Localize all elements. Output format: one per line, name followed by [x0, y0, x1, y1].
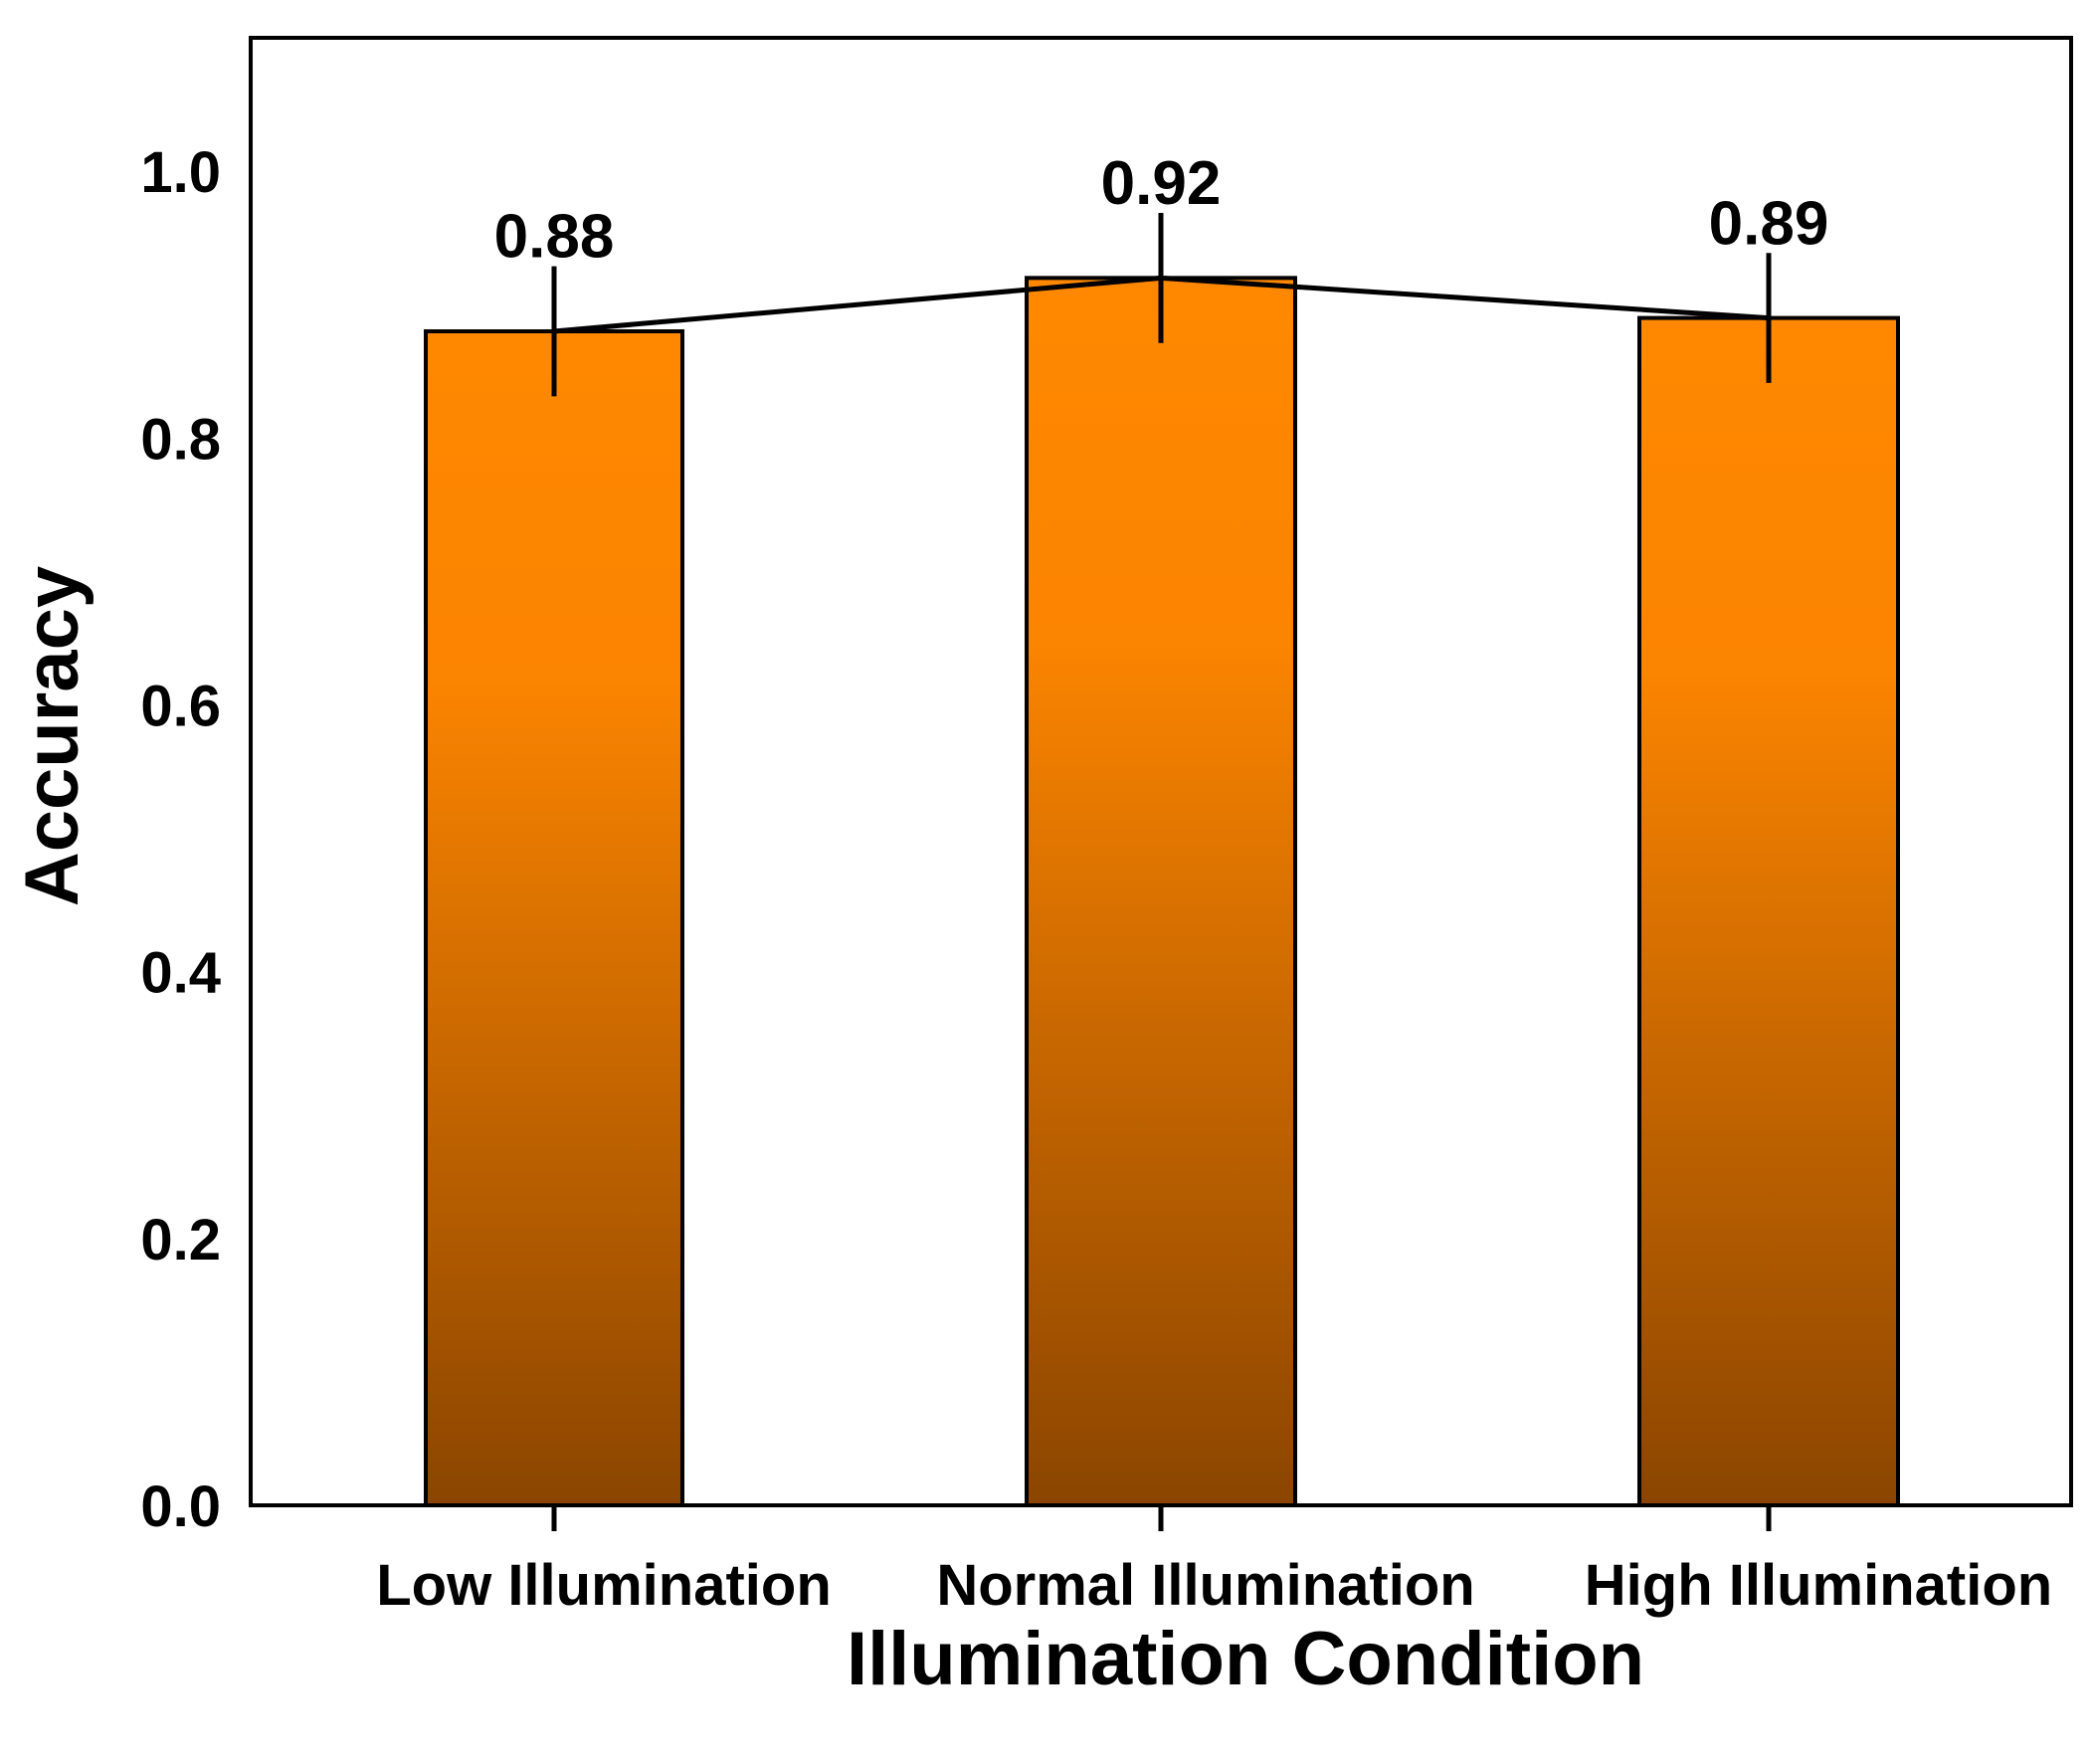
x-axis-title: Illumination Condition [847, 1617, 1644, 1701]
y-axis-title: Accuracy [10, 566, 95, 906]
x-tick-label: Normal Illumination [936, 1553, 1474, 1618]
bar [1637, 315, 1900, 1507]
x-tick-label: High Illumination [1585, 1553, 2052, 1618]
bars-layer [424, 276, 1900, 1507]
value-label: 0.89 [1709, 189, 1829, 258]
y-tick-label: 0.0 [140, 1474, 221, 1539]
bar [1025, 276, 1297, 1507]
error-bars-layer [551, 213, 1772, 397]
y-tick-label: 0.4 [140, 941, 221, 1006]
y-axis: 0.0 0.2 0.4 0.6 0.8 1.0 [140, 140, 221, 1539]
y-tick-label: 0.6 [140, 674, 221, 738]
x-axis: Low Illumination Normal Illumination High … [376, 1505, 2052, 1618]
value-labels-layer: 0.88 0.92 0.89 [494, 149, 1829, 272]
y-tick-label: 1.0 [140, 140, 221, 205]
value-label: 0.92 [1101, 149, 1222, 218]
y-tick-label: 0.8 [140, 407, 221, 472]
value-label: 0.88 [494, 203, 615, 272]
bar [424, 329, 684, 1507]
y-tick-label: 0.2 [140, 1208, 221, 1273]
x-tick-label: Low Illumination [376, 1553, 832, 1618]
